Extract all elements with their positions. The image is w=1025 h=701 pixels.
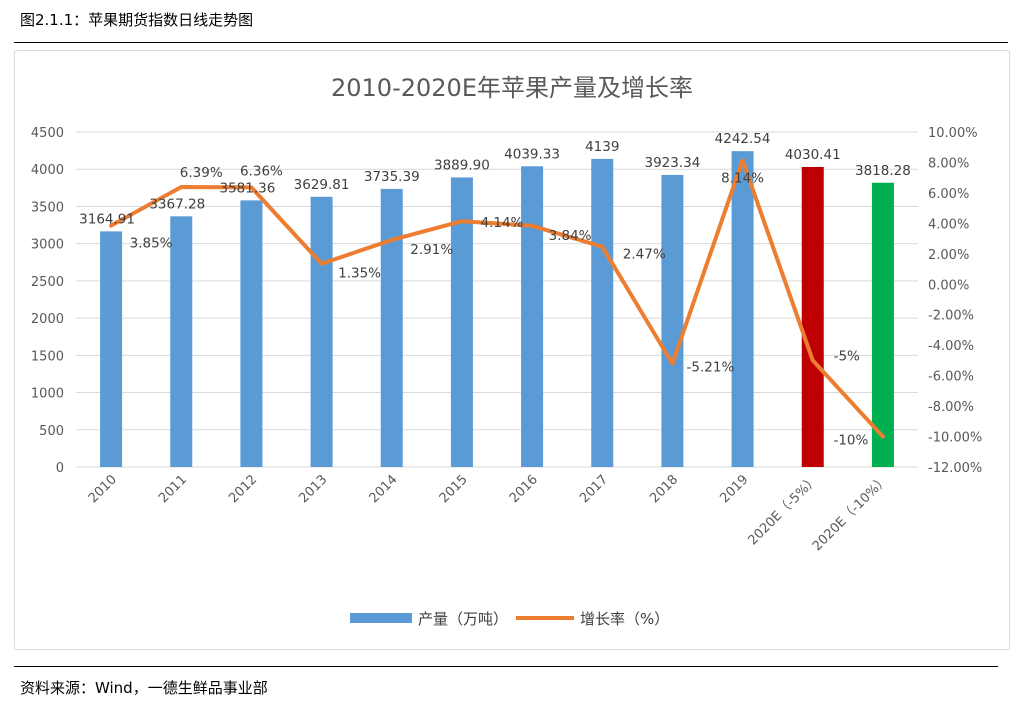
bar-data-label: 3818.28: [855, 163, 911, 179]
bar-2020E（-5%）: [801, 166, 824, 467]
x-tick-label: 2016: [507, 472, 541, 506]
bar-2012: [240, 200, 263, 468]
bar-data-label: 3629.81: [294, 177, 350, 193]
bar-2011: [170, 216, 193, 467]
x-tick-label: 2014: [367, 472, 401, 506]
x-tick-label: 2017: [577, 472, 611, 506]
line-data-label: 6.39%: [180, 165, 223, 181]
left-tick-label: 1500: [31, 349, 64, 364]
bar-2010: [100, 231, 123, 467]
left-tick-label: 2000: [31, 312, 64, 327]
left-tick-label: 500: [39, 424, 64, 439]
x-tick-label: 2012: [226, 472, 260, 506]
bar-data-label: 3581.36: [220, 180, 276, 196]
right-tick-label: -6.00%: [928, 370, 974, 385]
bar-2017: [591, 158, 614, 467]
x-tick-label: 2020E（-10%）: [810, 472, 892, 554]
right-tick-label: -2.00%: [928, 309, 974, 324]
left-tick-label: 4000: [31, 163, 64, 178]
right-tick-label: 8.00%: [928, 156, 969, 171]
line-data-label: 8.14%: [721, 170, 764, 186]
line-data-label: 3.85%: [130, 236, 173, 252]
line-data-label: 1.35%: [338, 266, 381, 282]
bar-2019: [731, 151, 754, 467]
bar-2016: [521, 166, 544, 468]
right-tick-label: 2.00%: [928, 248, 969, 263]
left-tick-label: 3500: [31, 200, 64, 215]
bar-2014: [380, 188, 403, 467]
line-data-label: -5.21%: [687, 360, 735, 376]
x-tick-label: 2020E（-5%）: [745, 472, 821, 548]
bar-data-label: 3367.28: [149, 196, 205, 212]
bar-data-label: 4242.54: [715, 131, 771, 147]
right-tick-label: -4.00%: [928, 339, 974, 354]
left-tick-label: 1000: [31, 387, 64, 402]
line-data-label: -5%: [834, 348, 860, 364]
bar-data-label: 3889.90: [434, 157, 490, 173]
left-tick-label: 3000: [31, 238, 64, 253]
line-data-label: 4.14%: [480, 215, 523, 231]
line-data-label: 2.91%: [410, 242, 453, 258]
bar-data-label: 3735.39: [364, 169, 420, 185]
bar-data-label: 4039.33: [504, 146, 560, 162]
right-tick-label: -12.00%: [928, 461, 982, 476]
growth-rate-line: [109, 158, 885, 439]
x-tick-label: 2015: [437, 472, 471, 506]
chart-title: 2010-2020E年苹果产量及增长率: [331, 74, 693, 102]
right-tick-label: 10.00%: [928, 126, 978, 141]
top-rule: [14, 42, 1008, 43]
line-data-label: 6.36%: [240, 163, 283, 179]
left-tick-label: 0: [56, 461, 64, 476]
right-tick-label: -10.00%: [928, 431, 982, 446]
legend-line-label: 增长率（%）: [580, 610, 669, 628]
bar-2015: [450, 177, 473, 467]
x-tick-label: 2018: [647, 472, 681, 506]
bar-2020E（-10%）: [871, 182, 894, 468]
right-tick-label: 6.00%: [928, 187, 969, 202]
bar-2013: [310, 196, 333, 467]
bar-2018: [661, 174, 684, 467]
right-tick-label: 0.00%: [928, 278, 969, 293]
bar-data-label: 4139: [585, 139, 619, 155]
x-tick-label: 2013: [296, 472, 330, 506]
x-tick-label: 2011: [156, 472, 190, 506]
legend-bar-label: 产量（万吨）: [418, 610, 508, 628]
left-tick-label: 4500: [31, 126, 64, 141]
source-note: 资料来源：Wind，一德生鲜品事业部: [20, 679, 268, 697]
bar-data-label: 3164.91: [79, 211, 135, 227]
x-tick-label: 2010: [86, 472, 120, 506]
bar-data-label: 3923.34: [645, 155, 701, 171]
left-tick-label: 2500: [31, 275, 64, 290]
bar-data-label: 4030.41: [785, 147, 841, 163]
line-data-label: 2.47%: [623, 247, 666, 263]
chart-frame: [14, 50, 1010, 650]
right-tick-label: -8.00%: [928, 400, 974, 415]
bottom-rule: [14, 666, 998, 667]
x-tick-label: 2019: [717, 472, 751, 506]
legend-bar-swatch: [350, 613, 412, 623]
figure-title: 图2.1.1：苹果期货指数日线走势图: [20, 11, 254, 29]
right-tick-label: 4.00%: [928, 217, 969, 232]
line-data-label: -10%: [833, 433, 868, 449]
line-data-label: 3.84%: [549, 228, 592, 244]
